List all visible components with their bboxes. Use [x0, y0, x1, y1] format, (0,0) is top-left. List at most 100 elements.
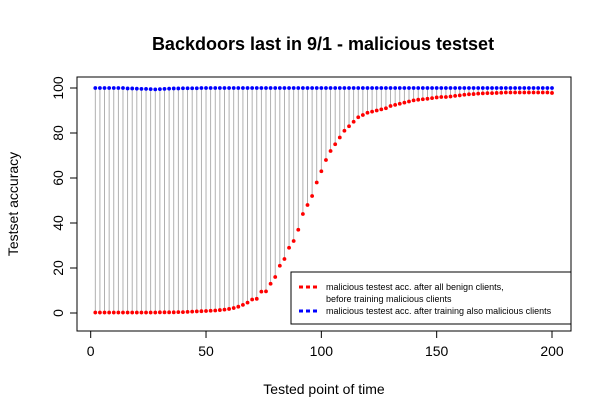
red-point [167, 310, 172, 315]
red-point [550, 91, 554, 95]
blue-point [536, 86, 541, 90]
red-point [485, 91, 490, 96]
red-point [217, 308, 222, 312]
blue-point [144, 87, 148, 91]
blue-point [157, 87, 162, 92]
red-point [93, 310, 98, 315]
blue-point [351, 86, 356, 90]
y-tick-label: 100 [50, 76, 66, 100]
red-point [508, 90, 513, 95]
red-point [494, 91, 499, 95]
red-point [264, 289, 268, 294]
blue-point [273, 86, 278, 90]
red-point [208, 308, 213, 313]
red-point [503, 90, 508, 95]
red-point [314, 180, 319, 185]
blue-point [319, 86, 324, 90]
legend-label-blue: malicious testest acc. after training al… [326, 306, 552, 316]
blue-point [513, 86, 517, 90]
blue-point [467, 86, 471, 90]
chart-title: Backdoors last in 9/1 - malicious testse… [152, 34, 494, 54]
red-point [522, 90, 527, 95]
blue-point [134, 86, 139, 91]
blue-point [356, 86, 361, 90]
connector-lines [94, 88, 553, 313]
blue-point [148, 87, 153, 92]
legend-box [290, 271, 572, 325]
red-point [134, 310, 139, 315]
blue-point [250, 86, 255, 90]
blue-point [439, 86, 444, 90]
red-point [370, 109, 374, 114]
blue-point [222, 86, 227, 90]
red-point [107, 310, 112, 315]
red-point [176, 310, 181, 314]
red-point [254, 296, 259, 301]
red-point [125, 310, 130, 315]
red-point [324, 158, 328, 162]
blue-point [490, 86, 494, 90]
red-point [300, 212, 305, 216]
red-point [282, 257, 287, 261]
blue-point [522, 86, 527, 90]
blue-point [416, 86, 421, 90]
blue-point [379, 86, 384, 90]
blue-point [420, 86, 425, 90]
red-point [181, 310, 185, 314]
blue-point [245, 86, 250, 90]
blue-point [540, 86, 545, 90]
red-point [171, 310, 176, 315]
blue-point [480, 86, 485, 90]
red-point [388, 104, 393, 108]
blue-point [314, 86, 319, 90]
red-point [499, 90, 504, 95]
blue-point [485, 86, 490, 90]
blue-point [259, 86, 264, 90]
blue-point [476, 86, 481, 90]
blue-point [227, 86, 231, 90]
blue-point [231, 86, 236, 90]
red-point [527, 90, 531, 95]
red-point [310, 194, 315, 198]
red-point [416, 97, 421, 102]
blue-point [503, 86, 508, 90]
blue-point [176, 86, 181, 91]
blue-point [444, 86, 448, 90]
blue-point [268, 86, 273, 90]
blue-point [384, 86, 388, 90]
red-point [259, 289, 264, 294]
red-point [425, 96, 430, 101]
legend-label-red-line2: before training malicious clients [326, 294, 452, 304]
red-point [490, 91, 494, 96]
blue-point [190, 86, 195, 91]
red-point [374, 108, 379, 113]
data-points [93, 86, 554, 315]
red-point [337, 135, 342, 140]
red-point [411, 98, 416, 103]
blue-point [254, 86, 259, 90]
red-point [250, 297, 255, 302]
blue-point [107, 86, 112, 90]
red-point [148, 310, 153, 315]
blue-point [342, 86, 347, 90]
blue-point [208, 86, 213, 90]
red-point [476, 91, 481, 96]
x-tick-label: 150 [425, 343, 449, 359]
red-point [153, 310, 158, 315]
y-tick-label: 20 [50, 260, 66, 276]
red-point [513, 90, 517, 95]
blue-point [471, 86, 476, 90]
blue-point [194, 86, 199, 91]
blue-point [374, 86, 379, 90]
red-point [347, 124, 351, 129]
blue-point [93, 86, 98, 90]
red-point [236, 304, 241, 309]
red-point [448, 94, 453, 99]
red-point [402, 100, 407, 105]
blue-point [241, 86, 245, 90]
red-point [480, 91, 485, 96]
red-point [222, 307, 227, 312]
blue-point [517, 86, 522, 90]
blue-point [171, 86, 176, 91]
